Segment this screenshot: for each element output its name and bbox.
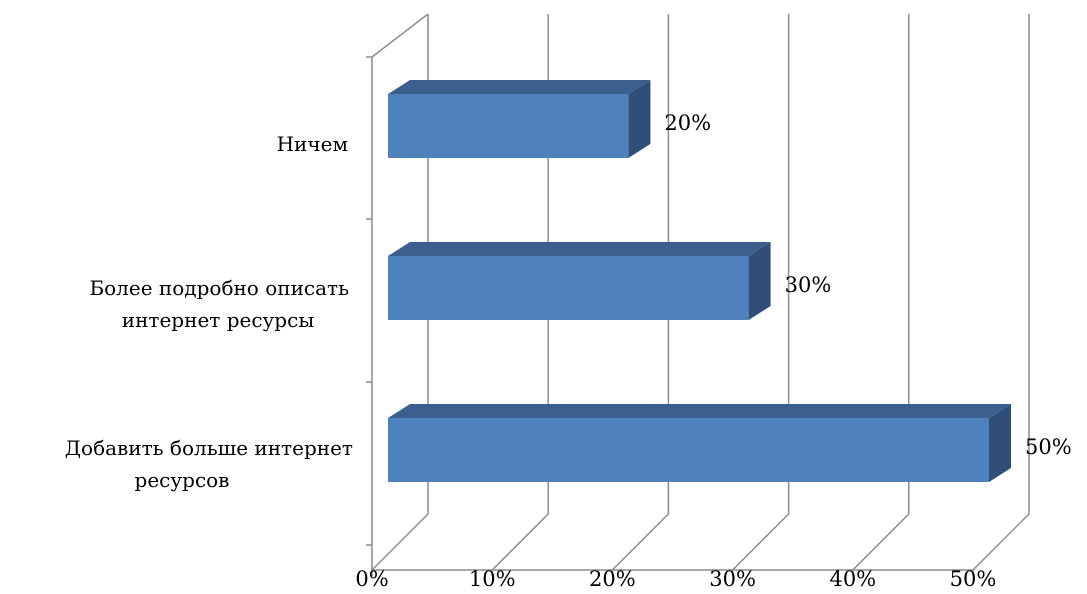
bar [388,80,651,158]
x-tick-label: 10% [469,567,516,589]
floor-gridline [972,513,1030,571]
category-label-line: интернет ресурсы [122,308,315,332]
category-label-line: Ничем [277,132,348,156]
x-tick-label: 0% [355,567,388,589]
bar [388,242,771,320]
category-labels: Ничем Более подробно описать интернет ресу… [65,132,353,492]
data-label: 30% [785,273,832,297]
x-tick-label: 40% [829,567,876,589]
bar [388,404,1011,482]
category-label-line: ресурсов [135,468,230,492]
bar-front-face [388,94,629,158]
bar-top-face [388,80,651,94]
floor-gridline [491,513,549,571]
floor-gridline [852,513,910,571]
category-label: Ничем [277,132,348,156]
category-label: Добавить больше интернет ресурсов [65,436,353,492]
floor-gridline [611,513,669,571]
data-label: 50% [1025,435,1072,459]
bars-group: 20% 30% 50% [388,80,1072,482]
bar-side-face [748,242,771,320]
bar-side-face [628,80,651,158]
x-tick-label: 50% [950,567,997,589]
bar-side-face [989,404,1011,482]
category-label-line: Добавить больше интернет [65,436,353,460]
floor-gridline [732,513,790,571]
bar-front-face [388,256,749,320]
category-label-line: Более подробно описать [89,276,349,300]
bar-top-face [388,242,771,256]
x-tick-label: 20% [589,567,636,589]
bar-front-face [388,418,989,482]
category-label: Более подробно описать интернет ресурсы [89,276,349,332]
left-wall-top-edge [371,13,429,58]
floor-gridline [371,513,429,571]
bar-top-face [388,404,1011,418]
x-tick-label: 30% [709,567,756,589]
data-label: 20% [664,111,711,135]
x-tick-labels: 0% 10% 20% 30% 40% 50% [355,567,997,591]
